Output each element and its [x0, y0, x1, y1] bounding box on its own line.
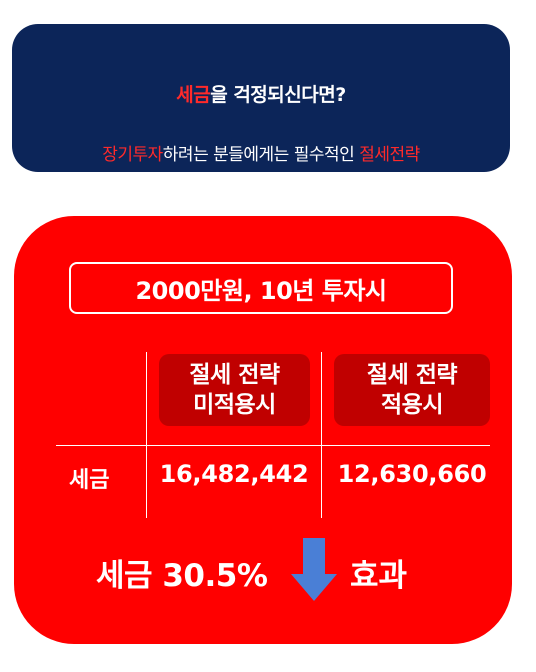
summary-row: 세금 30.5% 효과 — [14, 538, 512, 602]
column-header-line2: 적용시 — [381, 392, 443, 418]
banner-headline-text: 을 걱정되신다면? — [210, 84, 346, 106]
banner-subline-text: 하려는 분들에게는 필수적인 — [162, 145, 360, 165]
card-title: 2000만원, 10년 투자시 — [69, 262, 453, 314]
banner-subline-accent-2: 절세전략 — [359, 145, 420, 165]
banner-headline-accent: 세금 — [176, 84, 211, 106]
banner-headline: 세금을 걱정되신다면? — [12, 80, 510, 107]
banner-subline-accent-1: 장기투자 — [102, 145, 163, 165]
tax-value-without-strategy: 16,482,442 — [159, 460, 309, 488]
column-header-without-strategy: 절세 전략 미적용시 — [159, 354, 310, 426]
arrow-down-icon — [290, 538, 338, 602]
banner-subline: 장기투자하려는 분들에게는 필수적인 절세전략 — [12, 140, 510, 165]
row-label-tax: 세금 — [69, 468, 110, 493]
summary-text-right: 효과 — [350, 558, 408, 594]
top-banner: 세금을 걱정되신다면? 장기투자하려는 분들에게는 필수적인 절세전략 — [12, 24, 510, 172]
tax-value-with-strategy: 12,630,660 — [337, 460, 487, 488]
summary-text-left: 세금 30.5% — [96, 558, 268, 594]
table-divider-vertical-1 — [146, 352, 147, 518]
column-header-line1: 절세 전략 — [366, 362, 458, 388]
column-header-with-strategy: 절세 전략 적용시 — [334, 354, 490, 426]
column-header-line2: 미적용시 — [193, 392, 276, 418]
table-divider-vertical-2 — [321, 352, 322, 518]
column-header-line1: 절세 전략 — [189, 362, 280, 388]
comparison-card: 2000만원, 10년 투자시 절세 전략 미적용시 절세 전략 적용시 세금 … — [14, 216, 512, 644]
table-divider-horizontal — [56, 445, 490, 446]
